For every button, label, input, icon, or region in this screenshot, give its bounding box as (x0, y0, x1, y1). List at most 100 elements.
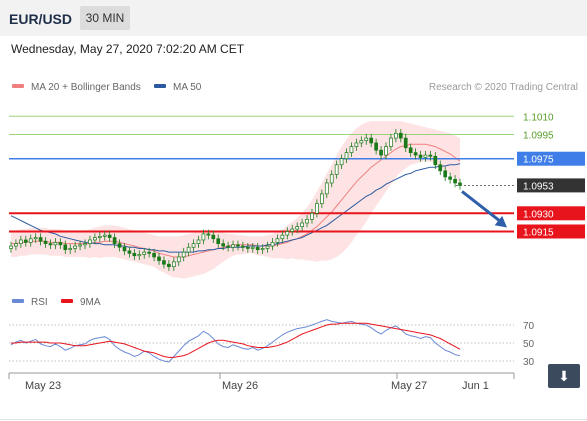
candle-body (389, 137, 393, 147)
candle-body (221, 243, 226, 247)
candle-body (408, 147, 413, 153)
candle-body (265, 245, 270, 249)
candle-body (19, 239, 23, 244)
legend-ma50-swatch (154, 84, 166, 88)
x-axis: May 23 May 26 May 27 Jun 1 (8, 372, 515, 392)
candle-body (157, 256, 161, 261)
candle-body (423, 154, 428, 158)
candle (295, 222, 300, 234)
rsi-labels: 70 50 30 (523, 321, 535, 368)
candle-body (201, 233, 206, 241)
level-box-1.0953 (517, 178, 585, 193)
candle-body (339, 158, 344, 166)
candle-body (117, 243, 122, 248)
candle (167, 259, 171, 271)
arrow-shaft (461, 190, 504, 225)
price-levels (9, 115, 514, 233)
candle (97, 232, 102, 242)
candle-body (43, 240, 48, 244)
candle (221, 239, 226, 251)
candle-body (458, 182, 462, 186)
candle-body (319, 193, 324, 204)
candle-body (403, 137, 408, 149)
candle (9, 241, 13, 253)
candle-body (107, 234, 112, 238)
x-tick-label: May 27 (391, 380, 427, 392)
candle-body (315, 203, 319, 214)
candle-body (147, 251, 152, 254)
candle-body (63, 244, 68, 251)
candle-body (83, 243, 87, 246)
candle (142, 247, 147, 259)
candle (206, 229, 211, 240)
candle (211, 230, 216, 244)
level-label-1.0995: 1.0995 (523, 130, 554, 141)
rsi-9ma-line (11, 322, 461, 358)
candle-body (354, 142, 359, 147)
x-tick-label: Jun 1 (462, 380, 489, 392)
candle (112, 233, 117, 248)
rsi-tick-30: 30 (523, 357, 535, 368)
candle-body (295, 226, 300, 230)
candle (324, 178, 329, 199)
candle-body (112, 237, 117, 244)
candle-body (127, 250, 132, 254)
rsi-lines (10, 319, 461, 363)
symbol-label: EUR/USD (9, 11, 73, 27)
candle-body (211, 234, 216, 240)
candle (458, 178, 462, 190)
candle (349, 142, 354, 157)
legend-rsi-swatch (12, 299, 24, 303)
candle-body (300, 222, 304, 227)
bollinger-bands (11, 121, 460, 279)
level-label-1.1010: 1.1010 (523, 112, 554, 123)
candle (117, 239, 122, 252)
candle (403, 133, 408, 153)
candle-body (9, 245, 13, 249)
candle (171, 257, 176, 271)
candle (418, 150, 423, 162)
candle-body (398, 132, 403, 139)
level-label-1.0930: 1.0930 (523, 209, 554, 220)
candle (33, 233, 38, 244)
candle-body (285, 231, 290, 236)
candle (162, 256, 166, 269)
candle-body (443, 170, 448, 178)
candle (408, 143, 413, 157)
candle (196, 235, 201, 248)
candle (14, 239, 18, 251)
download-button[interactable]: ⬇ (548, 364, 580, 388)
candle-body (428, 154, 433, 157)
candle (384, 142, 388, 160)
candle-body (384, 146, 388, 156)
candle-body (231, 244, 235, 248)
candle-body (448, 176, 452, 180)
candle (270, 238, 275, 251)
candle-body (216, 238, 221, 244)
candle-body (241, 245, 245, 248)
timeframe-button[interactable]: 30 MIN (80, 6, 130, 30)
legend-9ma-label: 9MA (80, 297, 101, 308)
candle (374, 138, 378, 155)
candle-body (142, 251, 147, 255)
candle (157, 252, 161, 265)
candle (23, 235, 28, 247)
candle-body (275, 238, 280, 243)
candle-body (324, 182, 329, 195)
candle (290, 224, 295, 236)
candle-body (305, 219, 309, 224)
candles (9, 128, 462, 271)
candle-body (310, 212, 314, 220)
candle-body (250, 246, 255, 249)
candle-body (334, 164, 339, 175)
candle (236, 240, 240, 251)
candle-body (359, 140, 364, 144)
candle (339, 154, 344, 170)
candle (423, 150, 428, 162)
candle (354, 138, 359, 151)
candle-body (97, 235, 102, 238)
ma50-line (10, 163, 461, 253)
candle-body (438, 164, 443, 172)
candle-body (38, 237, 43, 242)
watermark: Research © 2020 Trading Central (429, 82, 578, 93)
